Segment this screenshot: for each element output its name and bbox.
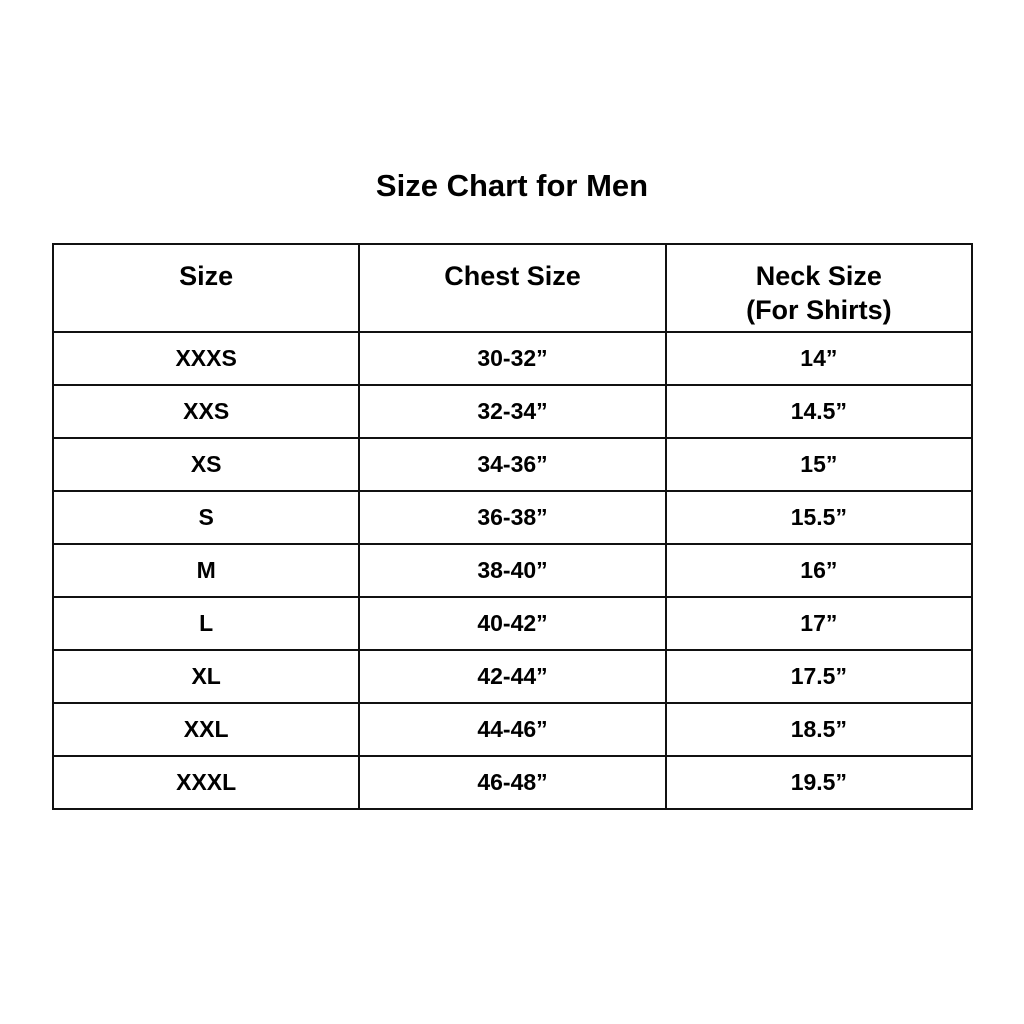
- cell-neck-size: 19.5”: [664, 755, 974, 810]
- cell-chest-size: 38-40”: [358, 543, 667, 598]
- cell-size: XXXS: [51, 331, 361, 386]
- header-neck-size: Neck Size (For Shirts): [664, 243, 974, 333]
- cell-chest-size: 36-38”: [358, 490, 667, 545]
- cell-size: XL: [51, 649, 361, 704]
- table-row: XS 34-36” 15”: [51, 437, 974, 492]
- header-row: Size Chest Size Neck Size (For Shirts): [51, 243, 974, 333]
- page-title: Size Chart for Men: [375, 168, 649, 203]
- table-row: XXS 32-34” 14.5”: [51, 384, 974, 439]
- header-neck-label: Neck Size: [755, 261, 882, 291]
- cell-chest-size: 32-34”: [358, 384, 667, 439]
- table-row: XL 42-44” 17.5”: [51, 649, 974, 704]
- cell-size: XXL: [51, 702, 361, 757]
- table-row: XXL 44-46” 18.5”: [51, 702, 974, 757]
- table-row: L 40-42” 17”: [51, 596, 974, 651]
- cell-neck-size: 15.5”: [664, 490, 974, 545]
- cell-neck-size: 14”: [664, 331, 974, 386]
- cell-chest-size: 30-32”: [358, 331, 667, 386]
- cell-neck-size: 17”: [664, 596, 974, 651]
- cell-neck-size: 18.5”: [664, 702, 974, 757]
- cell-size: XS: [51, 437, 361, 492]
- table-row: S 36-38” 15.5”: [51, 490, 974, 545]
- cell-size: L: [51, 596, 361, 651]
- header-neck-sublabel: (For Shirts): [746, 295, 892, 325]
- table-row: XXXL 46-48” 19.5”: [51, 755, 974, 810]
- table-row: M 38-40” 16”: [51, 543, 974, 598]
- cell-chest-size: 44-46”: [358, 702, 667, 757]
- header-size: Size: [51, 243, 361, 333]
- header-size-label: Size: [179, 261, 234, 291]
- cell-neck-size: 16”: [664, 543, 974, 598]
- cell-neck-size: 17.5”: [664, 649, 974, 704]
- cell-size: XXS: [51, 384, 361, 439]
- size-chart-table: Size Chest Size Neck Size (For Shirts) XX…: [51, 243, 974, 810]
- cell-neck-size: 15”: [664, 437, 974, 492]
- cell-size: S: [51, 490, 361, 545]
- cell-chest-size: 46-48”: [358, 755, 667, 810]
- header-chest-size: Chest Size: [358, 243, 667, 333]
- cell-neck-size: 14.5”: [664, 384, 974, 439]
- header-chest-label: Chest Size: [444, 261, 581, 291]
- cell-chest-size: 42-44”: [358, 649, 667, 704]
- cell-size: M: [51, 543, 361, 598]
- cell-size: XXXL: [51, 755, 361, 810]
- table-row: XXXS 30-32” 14”: [51, 331, 974, 386]
- cell-chest-size: 40-42”: [358, 596, 667, 651]
- cell-chest-size: 34-36”: [358, 437, 667, 492]
